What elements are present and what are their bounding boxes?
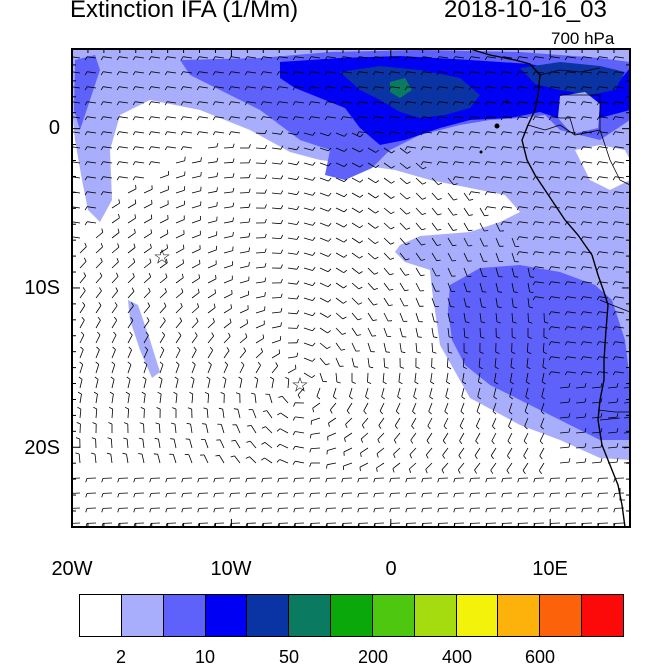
wind-barb-flag	[452, 261, 456, 262]
colorbar-swatch	[373, 595, 415, 636]
wind-barb-flag	[69, 222, 71, 225]
colorbar-label: 200	[358, 647, 388, 668]
wind-barb-flag	[185, 157, 186, 161]
colorbar-label: 50	[279, 647, 299, 668]
wind-barb-flag	[151, 215, 152, 219]
lon-label-0: 0	[385, 558, 396, 581]
colorbar-label: 600	[525, 647, 555, 668]
lon-label-10w: 10W	[210, 558, 251, 581]
wind-barb-flag	[70, 478, 71, 482]
wind-barb-flag	[633, 383, 634, 387]
lon-label-20w: 20W	[51, 558, 92, 581]
wind-barb-flag	[70, 493, 71, 497]
lon-label-10e: 10E	[532, 558, 568, 581]
wind-barb-flag	[633, 443, 634, 447]
colorbar-swatch	[498, 595, 540, 636]
colorbar	[79, 594, 624, 637]
wind-barb-flag	[70, 523, 71, 527]
island	[495, 124, 500, 129]
wind-barb-flag	[69, 147, 71, 150]
wind-barb-flag	[201, 172, 202, 176]
wind-barb-flag	[498, 292, 502, 293]
colorbar-swatch	[164, 595, 206, 636]
wind-barb-flag	[633, 428, 634, 432]
wind-barb	[272, 298, 281, 299]
colorbar-swatch	[540, 595, 582, 636]
wind-barb-flag	[69, 192, 71, 195]
wind-barb-flag	[633, 458, 634, 462]
wind-barb	[368, 373, 369, 382]
wind-barb-flag	[530, 277, 534, 278]
colorbar-swatch	[331, 595, 373, 636]
wind-barb-flag	[70, 508, 71, 512]
wind-barb-flag	[468, 246, 472, 247]
wind-barb-flag	[217, 202, 218, 206]
wind-barb	[256, 163, 265, 164]
wind-barb-flag	[69, 87, 71, 90]
wind-barb-flag	[69, 117, 71, 120]
wind-barb-flag	[69, 162, 71, 165]
wind-barb-flag	[69, 177, 71, 180]
wind-barb-flag	[633, 413, 634, 417]
wind-barb-flag	[466, 307, 470, 308]
colorbar-swatch	[415, 595, 457, 636]
wind-barb	[224, 148, 233, 149]
colorbar-swatch	[289, 595, 331, 636]
wind-barb-flag	[183, 245, 184, 249]
colorbar-swatch	[247, 595, 289, 636]
lat-label-20s: 20S	[0, 437, 60, 460]
colorbar-swatch	[582, 595, 623, 636]
wind-barb-flag	[69, 207, 71, 210]
wind-barb-flag	[154, 454, 158, 455]
wind-barb-flag	[295, 365, 296, 369]
colorbar-label: 2	[116, 647, 126, 668]
wind-barb-flag	[69, 72, 71, 75]
colorbar-swatch	[122, 595, 164, 636]
wind-barb-flag	[69, 132, 71, 135]
wind-barb-flag	[633, 398, 634, 402]
colorbar-swatch	[206, 595, 248, 636]
island	[506, 101, 509, 104]
lat-label-0: 0	[0, 117, 60, 140]
colorbar-swatch	[457, 595, 499, 636]
lat-label-10s: 10S	[0, 277, 60, 300]
island	[480, 151, 483, 154]
colorbar-swatch	[80, 595, 122, 636]
wind-barb	[240, 193, 249, 194]
star-marker: ☆	[153, 248, 171, 268]
star-marker: ☆	[291, 376, 309, 396]
wind-barb-flag	[354, 367, 358, 368]
wind-barb-flag	[514, 277, 518, 278]
wind-barb-flag	[69, 237, 71, 240]
wind-barb-flag	[484, 231, 488, 232]
colorbar-label: 400	[442, 647, 472, 668]
wind-barb	[528, 313, 529, 322]
wind-barb-flag	[69, 102, 71, 105]
wind-barb-flag	[434, 322, 438, 323]
colorbar-label: 10	[195, 647, 215, 668]
wind-barb-flag	[69, 57, 71, 60]
